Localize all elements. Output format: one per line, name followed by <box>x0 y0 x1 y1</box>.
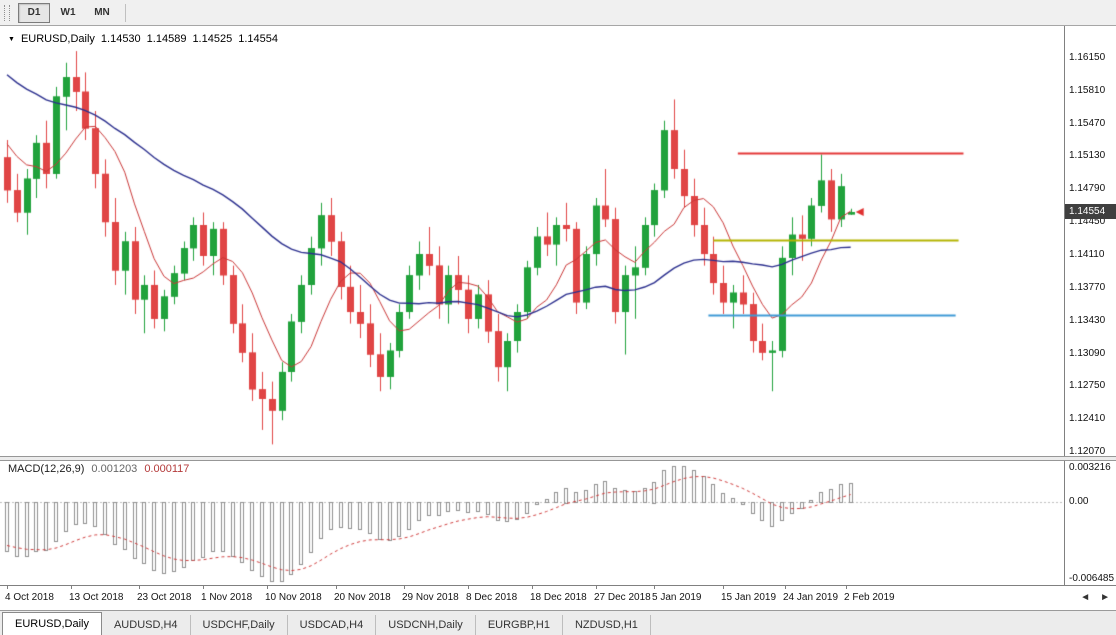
toolbar-separator <box>125 3 126 22</box>
price-tick-label: 1.14790 <box>1069 183 1106 195</box>
macd-label: MACD(12,26,9) <box>8 463 85 475</box>
chart-high-value: 1.14589 <box>146 33 187 45</box>
price-tick-label: 1.12070 <box>1069 446 1106 458</box>
timeframe-toolbar-buttons: D1 W1 MN <box>17 2 119 23</box>
date-tick-label: 4 Oct 2018 <box>5 592 54 603</box>
price-tick-label: 1.15130 <box>1069 150 1106 162</box>
date-tick-mark <box>596 586 597 589</box>
date-tick-mark <box>404 586 405 589</box>
tab-usdcnh-daily[interactable]: USDCNH,Daily <box>376 615 476 635</box>
price-axis[interactable]: 1.16150 1.15810 1.15470 1.15130 1.14790 1.144… <box>1064 26 1116 585</box>
price-tick-label: 1.15470 <box>1069 117 1106 129</box>
date-tick-label: 15 Jan 2019 <box>721 592 777 603</box>
price-tick-label: 1.12410 <box>1069 413 1106 425</box>
date-tick-mark <box>267 586 268 589</box>
price-tick-label: 1.13770 <box>1069 281 1106 293</box>
tab-eurgbp-h1[interactable]: EURGBP,H1 <box>476 615 563 635</box>
price-chart-canvas[interactable] <box>0 26 1064 456</box>
date-tick-label: 24 Jan 2019 <box>783 592 839 603</box>
tab-usdchf-daily[interactable]: USDCHF,Daily <box>191 615 288 635</box>
chart-marker-icon: ▼ <box>8 35 15 43</box>
chart-tabs-bar: EURUSD,Daily AUDUSD,H4 USDCHF,Daily USDCAD,… <box>0 610 1116 635</box>
date-tick-mark <box>203 586 204 589</box>
timeframe-toolbar: D1 W1 MN <box>0 0 1116 26</box>
date-tick-label: 20 Nov 2018 <box>334 592 391 603</box>
chart-close-value: 1.14554 <box>238 33 278 45</box>
timeframe-button-d1[interactable]: D1 <box>18 2 50 23</box>
macd-tick-label: 0.00 <box>1069 496 1089 508</box>
date-tick-label: 10 Nov 2018 <box>265 592 322 603</box>
tab-usdcad-h4[interactable]: USDCAD,H4 <box>288 615 377 635</box>
macd-signal-value: 0.000117 <box>144 463 190 475</box>
timeframe-button-mn[interactable]: MN <box>94 6 110 18</box>
tab-eurusd-daily[interactable]: EURUSD,Daily <box>2 612 102 635</box>
price-tick-label: 1.13430 <box>1069 314 1106 326</box>
date-tick-mark <box>785 586 786 589</box>
macd-tick-label: -0.006485 <box>1069 573 1115 584</box>
scroll-left-button[interactable]: ◄ <box>1080 592 1091 603</box>
date-tick-label: 5 Jan 2019 <box>652 592 702 603</box>
price-tick-label: 1.14450 <box>1069 216 1106 228</box>
tab-nzdusd-h1[interactable]: NZDUSD,H1 <box>563 615 651 635</box>
chart-low-value: 1.14525 <box>192 33 233 45</box>
time-axis[interactable]: ◄ ► 4 Oct 2018 13 Oct 2018 23 Oct 2018 1 No… <box>0 585 1116 610</box>
current-price-badge: 1.14554 <box>1065 204 1116 220</box>
date-tick-label: 27 Dec 2018 <box>594 592 651 603</box>
date-tick-label: 18 Dec 2018 <box>530 592 587 603</box>
scroll-right-button[interactable]: ► <box>1100 592 1110 603</box>
date-tick-mark <box>139 586 140 589</box>
date-tick-label: 23 Oct 2018 <box>137 592 192 603</box>
chart-symbol-label: EURUSD,Daily <box>20 33 95 45</box>
chart-title: ▼ EURUSD,Daily 1.14530 1.14589 1.14525 1… <box>8 33 278 45</box>
tab-audusd-h4[interactable]: AUDUSD,H4 <box>102 615 191 635</box>
date-tick-label: 1 Nov 2018 <box>201 592 253 603</box>
date-tick-mark <box>71 586 72 589</box>
date-tick-label: 2 Feb 2019 <box>844 592 895 603</box>
date-tick-mark <box>7 586 8 589</box>
panel-splitter[interactable] <box>0 456 1116 461</box>
macd-tick-label: 0.003216 <box>1069 462 1111 473</box>
price-tick-label: 1.16150 <box>1069 51 1106 63</box>
macd-title: MACD(12,26,9) 0.001203 0.000117 <box>8 463 189 475</box>
date-tick-mark <box>468 586 469 589</box>
price-tick-label: 1.13090 <box>1069 347 1106 359</box>
date-tick-mark <box>846 586 847 589</box>
date-tick-label: 29 Nov 2018 <box>402 592 459 603</box>
price-tick-label: 1.14110 <box>1069 249 1105 260</box>
date-tick-mark <box>532 586 533 589</box>
toolbar-grip[interactable] <box>4 4 10 21</box>
macd-value: 0.001203 <box>91 463 138 475</box>
price-chart-panel: ▼ EURUSD,Daily 1.14530 1.14589 1.14525 1… <box>0 26 1064 456</box>
date-tick-mark <box>654 586 655 589</box>
time-axis-scroll: ◄ ► <box>1080 592 1110 603</box>
macd-canvas[interactable] <box>0 461 1064 585</box>
macd-panel: MACD(12,26,9) 0.001203 0.000117 <box>0 461 1064 585</box>
price-tick-label: 1.15810 <box>1069 84 1106 96</box>
chart-open-value: 1.14530 <box>100 33 141 45</box>
date-tick-label: 13 Oct 2018 <box>69 592 124 603</box>
date-tick-label: 8 Dec 2018 <box>466 592 518 603</box>
price-tick-label: 1.12750 <box>1069 380 1106 392</box>
date-tick-mark <box>723 586 724 589</box>
timeframe-button-w1[interactable]: W1 <box>60 6 76 18</box>
date-tick-mark <box>336 586 337 589</box>
